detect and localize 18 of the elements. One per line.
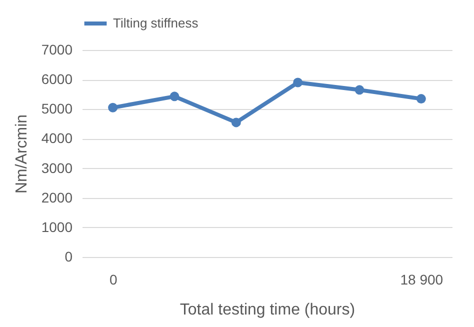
point xyxy=(354,85,364,95)
point xyxy=(170,92,180,102)
point xyxy=(108,102,118,112)
x-axis-title: Total testing time (hours) xyxy=(180,302,356,318)
y-tick-label: 3000 xyxy=(41,160,73,176)
y-axis-title: Nm/Arcmin xyxy=(13,114,30,194)
y-tick-label: 7000 xyxy=(41,42,73,58)
y-tick-label: 5000 xyxy=(41,100,73,117)
legend-label: Tilting stiffness xyxy=(113,16,199,30)
y-tick-label: 4000 xyxy=(41,130,73,146)
x-tick-label: 18 900 xyxy=(400,272,444,288)
y-tick-label: 2000 xyxy=(41,189,73,206)
y-tick-label: 0 xyxy=(64,248,73,264)
y-tick-label: 6000 xyxy=(41,71,73,88)
point xyxy=(231,118,241,128)
y-tick-label: 1000 xyxy=(41,218,73,235)
point xyxy=(416,94,426,104)
point xyxy=(293,78,303,88)
